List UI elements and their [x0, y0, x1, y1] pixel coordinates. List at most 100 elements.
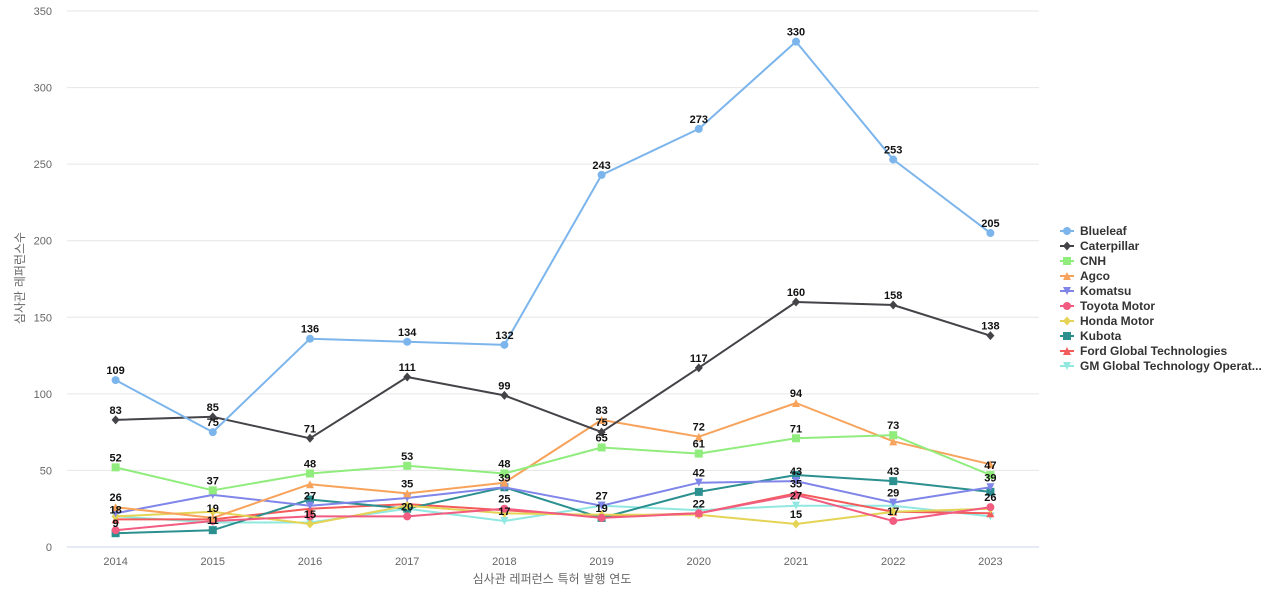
legend-marker	[1063, 316, 1071, 326]
series-cnh	[111, 431, 995, 495]
legend-marker	[1063, 302, 1071, 310]
legend-label: Blueleaf	[1080, 224, 1128, 238]
legend-item[interactable]: GM Global Technology Operat...	[1060, 359, 1262, 373]
data-label: 9	[113, 518, 119, 530]
series-line	[115, 402, 991, 519]
data-point	[597, 443, 606, 452]
data-point	[306, 480, 314, 489]
data-label: 134	[398, 327, 417, 339]
legend-label: Agco	[1080, 269, 1110, 283]
data-point	[694, 124, 703, 133]
series-toyota-motor	[111, 490, 995, 535]
y-tick-label: 50	[40, 465, 52, 477]
data-point	[111, 509, 120, 518]
data-point	[500, 340, 509, 349]
legend-item[interactable]: Honda Motor	[1060, 314, 1154, 328]
data-label: 37	[207, 475, 219, 487]
data-point	[111, 526, 120, 535]
data-point	[986, 460, 995, 469]
data-point	[889, 431, 898, 440]
y-tick-label: 200	[34, 236, 52, 248]
data-point	[597, 427, 606, 437]
y-axis-title: 심사관 레퍼런스수	[13, 232, 27, 324]
data-point	[403, 489, 412, 498]
series-line	[115, 493, 991, 532]
data-point	[306, 469, 314, 478]
data-label: 53	[401, 451, 413, 463]
grid-lines	[67, 10, 1039, 548]
legend-marker	[1063, 241, 1071, 251]
legend-marker	[1063, 347, 1071, 355]
series-line	[115, 301, 991, 440]
data-point	[306, 501, 314, 510]
data-label: 99	[498, 380, 510, 392]
data-point	[986, 483, 995, 492]
data-point	[208, 507, 217, 517]
data-point	[986, 471, 995, 480]
legend-marker	[1063, 287, 1071, 295]
legend-item[interactable]: CNH	[1060, 254, 1106, 268]
data-point	[889, 477, 898, 486]
series-caterpillar	[111, 297, 995, 443]
data-label: 47	[984, 460, 996, 472]
data-point	[986, 229, 995, 238]
data-label: 330	[787, 27, 805, 39]
legend-marker	[1063, 272, 1071, 280]
data-point	[889, 516, 898, 525]
data-label: 17	[887, 506, 899, 518]
data-point	[792, 297, 800, 307]
legend-item[interactable]: Blueleaf	[1060, 224, 1128, 238]
y-tick-label: 150	[34, 312, 52, 324]
legend-label: CNH	[1080, 254, 1106, 268]
data-point	[111, 415, 120, 425]
x-axis: 2014 2015 2016 2017 2018 2019 2020 2021 2022 2023	[103, 556, 1002, 568]
data-point	[792, 399, 800, 408]
data-point	[403, 372, 412, 382]
data-label: 132	[495, 330, 513, 342]
legend-item[interactable]: Toyota Motor	[1060, 299, 1155, 313]
data-point	[111, 503, 120, 512]
data-point	[889, 498, 898, 507]
x-tick-label: 2021	[784, 556, 808, 568]
data-point	[694, 363, 703, 373]
data-point	[694, 432, 703, 441]
data-point	[597, 415, 606, 424]
data-label: 43	[790, 466, 802, 478]
data-label: 243	[592, 160, 610, 172]
data-label: 158	[884, 290, 902, 302]
data-point	[694, 478, 703, 487]
data-label: 20	[401, 501, 413, 513]
data-point	[986, 487, 995, 496]
data-point	[403, 512, 412, 521]
data-label: 26	[109, 492, 121, 504]
legend-item[interactable]: Agco	[1060, 269, 1110, 283]
legend[interactable]: BlueleafCaterpillarCNHAgcoKomatsuToyota …	[1060, 224, 1262, 373]
series-line	[115, 480, 991, 515]
series-blueleaf	[111, 37, 995, 437]
data-label: 71	[790, 423, 802, 435]
data-point	[792, 519, 800, 529]
legend-item[interactable]: Komatsu	[1060, 284, 1131, 298]
legend-item[interactable]: Kubota	[1060, 329, 1122, 343]
y-tick-label: 250	[34, 159, 52, 171]
data-point	[986, 503, 995, 512]
x-tick-label: 2019	[589, 556, 613, 568]
data-label: 19	[595, 503, 607, 515]
data-point	[889, 437, 898, 446]
data-point	[694, 449, 703, 458]
data-point	[792, 471, 800, 480]
data-label: 29	[887, 488, 899, 500]
legend-label: Ford Global Technologies	[1080, 344, 1227, 358]
legend-label: Caterpillar	[1080, 239, 1140, 253]
legend-item[interactable]: Ford Global Technologies	[1060, 344, 1227, 358]
legend-item[interactable]: Caterpillar	[1060, 239, 1140, 253]
y-tick-label: 350	[34, 6, 52, 18]
data-point	[986, 509, 995, 518]
data-point	[694, 509, 703, 518]
legend-label: Honda Motor	[1080, 314, 1154, 328]
data-label: 83	[595, 405, 607, 417]
data-label: 117	[690, 353, 708, 365]
x-tick-label: 2017	[395, 556, 419, 568]
data-label: 205	[981, 218, 999, 230]
